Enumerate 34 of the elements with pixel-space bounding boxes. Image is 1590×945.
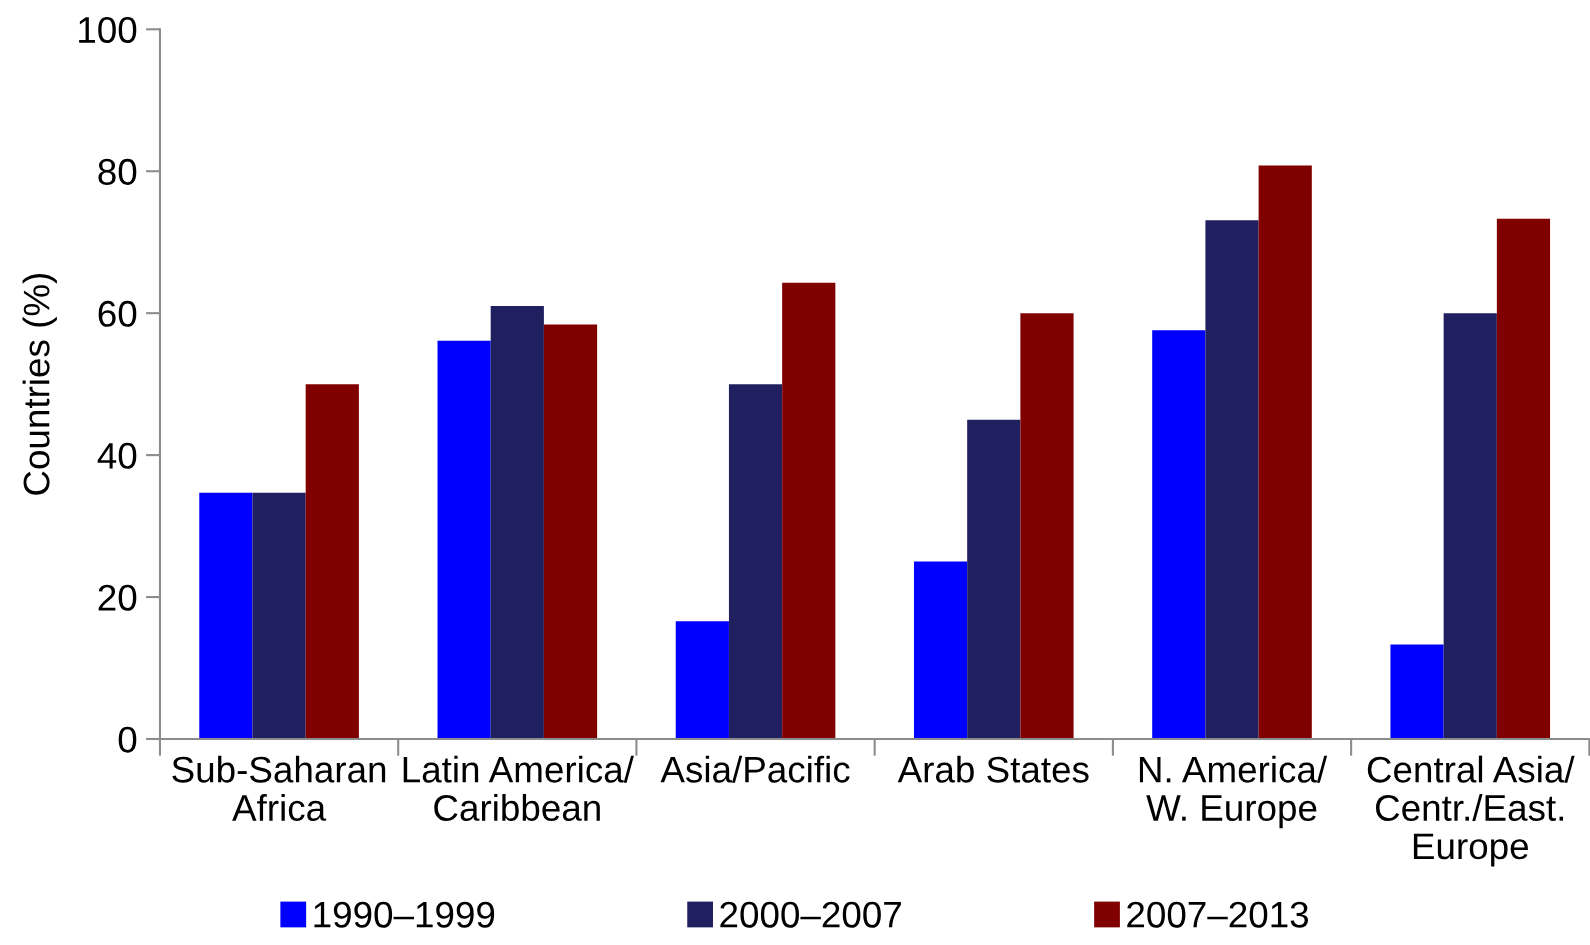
y-axis-title: Countries (%)	[22, 273, 57, 495]
bar	[675, 621, 729, 739]
bar	[1258, 165, 1312, 739]
legend-label: 2000–2007	[720, 901, 901, 928]
bar	[782, 282, 836, 739]
y-tick-label: 100	[79, 16, 137, 43]
y-tick-label: 0	[118, 726, 137, 753]
bar	[543, 324, 598, 739]
y-tick-label: 60	[98, 300, 137, 327]
bar	[967, 419, 1021, 739]
bar	[1390, 644, 1444, 739]
bar	[728, 384, 783, 739]
y-tick-label: 40	[97, 442, 137, 469]
bar	[1020, 313, 1074, 739]
x-tick-label: Arab States	[897, 755, 1089, 783]
x-tick-label: N. America/ W. Europe	[1139, 755, 1328, 829]
x-tick-label: Latin America/ Caribbean	[403, 755, 634, 821]
bar	[1152, 330, 1206, 739]
bar	[199, 492, 253, 739]
bar	[1205, 220, 1259, 739]
x-tick-label: Asia/Pacific	[660, 755, 850, 783]
bar	[1443, 313, 1497, 739]
x-tick-label: Sub-Saharan Africa	[172, 755, 386, 821]
legend-label: 1990–1999	[314, 901, 495, 928]
bar	[1496, 218, 1551, 739]
bar	[490, 306, 544, 739]
legend-label: 2007–2013	[1127, 901, 1309, 928]
bar	[252, 492, 306, 739]
bar	[913, 561, 968, 739]
y-tick-label: 80	[98, 158, 137, 185]
bar	[305, 384, 359, 739]
y-tick-label: 20	[98, 584, 137, 611]
x-tick-label: Central Asia/ Centr./East. Europe	[1367, 755, 1575, 867]
bar	[437, 340, 491, 739]
